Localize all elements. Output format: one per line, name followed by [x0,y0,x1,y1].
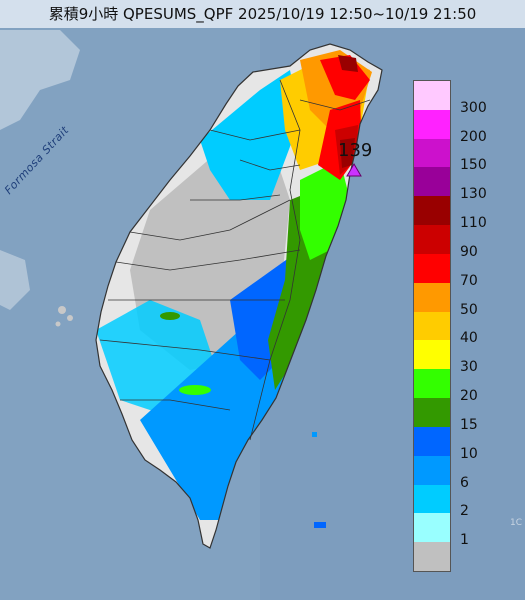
rainfall-field [96,50,372,520]
legend-label: 20 [460,388,478,405]
legend-swatch [414,311,450,341]
corner-text: 1C [510,518,523,528]
legend-label: 70 [460,272,478,289]
legend-swatch [414,253,450,283]
legend-swatch [414,196,450,226]
legend-swatch [414,167,450,197]
legend-label: 2 [460,503,469,520]
legend-label: 30 [460,359,478,376]
legend-swatch [414,282,450,312]
legend-label: 50 [460,301,478,318]
legend-swatch [414,81,450,110]
legend-label: 15 [460,416,478,433]
legend-label: 130 [460,186,487,203]
legend-swatch [414,542,450,571]
legend-label: 150 [460,157,487,174]
legend-swatch [414,109,450,139]
legend-label: 200 [460,128,487,145]
legend-swatch [414,369,450,399]
map-title: 累積9小時 QPESUMS_QPF 2025/10/19 12:50~10/19… [0,0,525,28]
penghu-islands [55,306,73,327]
legend-label: 90 [460,243,478,260]
legend-label: 300 [460,99,487,116]
legend-swatch [414,484,450,514]
legend-swatch [414,455,450,485]
lanyu-island [314,522,326,528]
legend-label: 40 [460,330,478,347]
legend-swatch [414,225,450,254]
legend-swatch [414,513,450,543]
legend-swatch [414,398,450,427]
legend-label: 10 [460,445,478,462]
max-rainfall-marker-icon [346,163,362,177]
green-island [312,432,317,437]
color-legend [413,80,451,572]
county-boundaries [95,43,383,549]
legend-swatch [414,426,450,456]
legend-label: 1 [460,532,469,549]
max-rainfall-value: 139 [338,140,373,161]
legend-swatch [414,138,450,168]
legend-label: 6 [460,474,469,491]
legend-swatch [414,340,450,370]
legend-label: 110 [460,215,487,232]
